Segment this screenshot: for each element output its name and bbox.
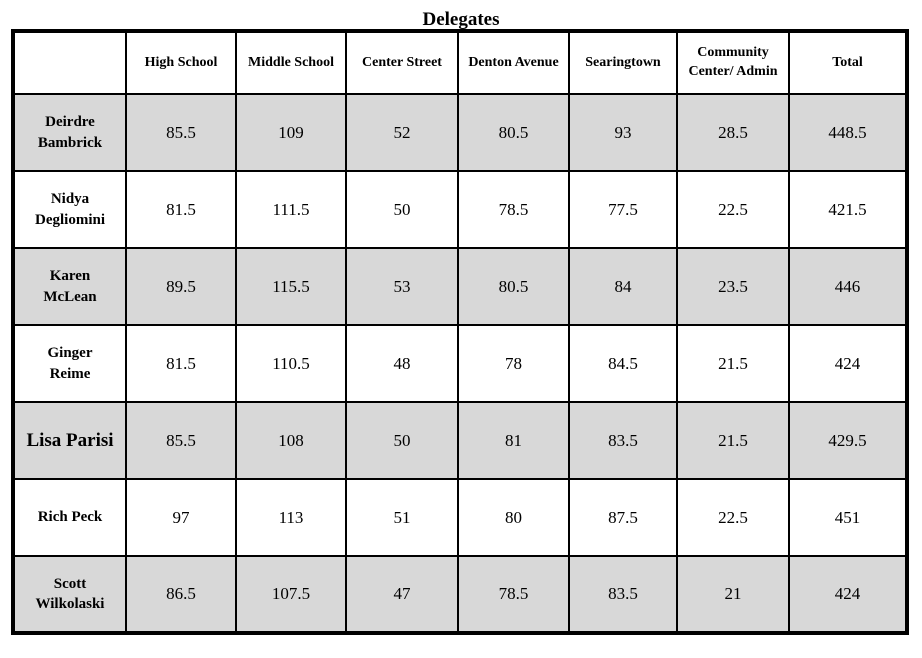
data-cell: 446 [788,247,908,326]
data-cell: 108 [235,401,347,480]
data-cell: 86.5 [125,555,237,634]
data-cell: 448.5 [788,93,908,172]
table-row: Deirdre Bambrick 85.5 109 52 80.5 93 28.5 448.5 [12,93,908,172]
data-cell: 77.5 [568,170,678,249]
data-cell: 78.5 [457,555,570,634]
data-cell: 97 [125,478,237,557]
row-header-name: Ginger Reime [12,324,127,403]
data-cell: 78 [457,324,570,403]
data-cell: 424 [788,555,908,634]
column-header-total: Total [788,30,908,95]
table-row: Ginger Reime 81.5 110.5 48 78 84.5 21.5 424 [12,324,908,403]
data-cell: 80 [457,478,570,557]
data-cell: 429.5 [788,401,908,480]
data-cell: 81 [457,401,570,480]
data-cell: 80.5 [457,247,570,326]
table-row: Lisa Parisi 85.5 108 50 81 83.5 21.5 429.5 [12,401,908,480]
column-header-searingtown: Searingtown [568,30,678,95]
data-cell: 50 [345,401,459,480]
row-header-name: Scott Wilkolaski [12,555,127,634]
data-cell: 81.5 [125,170,237,249]
data-cell: 115.5 [235,247,347,326]
page-title: Delegates [422,9,500,30]
data-cell: 113 [235,478,347,557]
data-cell: 23.5 [676,247,790,326]
delegates-table: High School Middle School Center Street … [11,29,909,635]
row-header-name: Karen McLean [12,247,127,326]
data-cell: 47 [345,555,459,634]
table-body: Deirdre Bambrick 85.5 109 52 80.5 93 28.5 448.5 N… [12,93,908,634]
data-cell: 93 [568,93,678,172]
row-header-name: Nidya Degliomini [12,170,127,249]
data-cell: 84 [568,247,678,326]
data-cell: 85.5 [125,93,237,172]
column-header-center-street: Center Street [345,30,459,95]
data-cell: 21.5 [676,324,790,403]
table-row: Scott Wilkolaski 86.5 107.5 47 78.5 83.5 21 424 [12,555,908,634]
data-cell: 21.5 [676,401,790,480]
row-header-name: Rich Peck [12,478,127,557]
row-header-name: Lisa Parisi [12,401,127,480]
data-cell: 83.5 [568,555,678,634]
data-cell: 78.5 [457,170,570,249]
data-cell: 424 [788,324,908,403]
data-cell: 83.5 [568,401,678,480]
data-cell: 109 [235,93,347,172]
data-cell: 85.5 [125,401,237,480]
data-cell: 87.5 [568,478,678,557]
header-row: High School Middle School Center Street … [12,30,908,95]
data-cell: 107.5 [235,555,347,634]
data-cell: 53 [345,247,459,326]
data-cell: 111.5 [235,170,347,249]
column-header-high-school: High School [125,30,237,95]
data-cell: 22.5 [676,170,790,249]
data-cell: 22.5 [676,478,790,557]
data-cell: 89.5 [125,247,237,326]
column-header-blank [12,30,127,95]
data-cell: 80.5 [457,93,570,172]
data-cell: 21 [676,555,790,634]
data-cell: 28.5 [676,93,790,172]
table-header: High School Middle School Center Street … [12,30,908,95]
data-cell: 51 [345,478,459,557]
data-cell: 451 [788,478,908,557]
data-cell: 50 [345,170,459,249]
data-cell: 48 [345,324,459,403]
table-row: Nidya Degliomini 81.5 111.5 50 78.5 77.5 22.5 42… [12,170,908,249]
data-cell: 421.5 [788,170,908,249]
table-row: Karen McLean 89.5 115.5 53 80.5 84 23.5 446 [12,247,908,326]
column-header-community-center: Community Center/ Admin [676,30,790,95]
data-cell: 84.5 [568,324,678,403]
data-cell: 81.5 [125,324,237,403]
table-row: Rich Peck 97 113 51 80 87.5 22.5 451 [12,478,908,557]
column-header-middle-school: Middle School [235,30,347,95]
data-cell: 52 [345,93,459,172]
column-header-denton-avenue: Denton Avenue [457,30,570,95]
row-header-name: Deirdre Bambrick [12,93,127,172]
data-cell: 110.5 [235,324,347,403]
